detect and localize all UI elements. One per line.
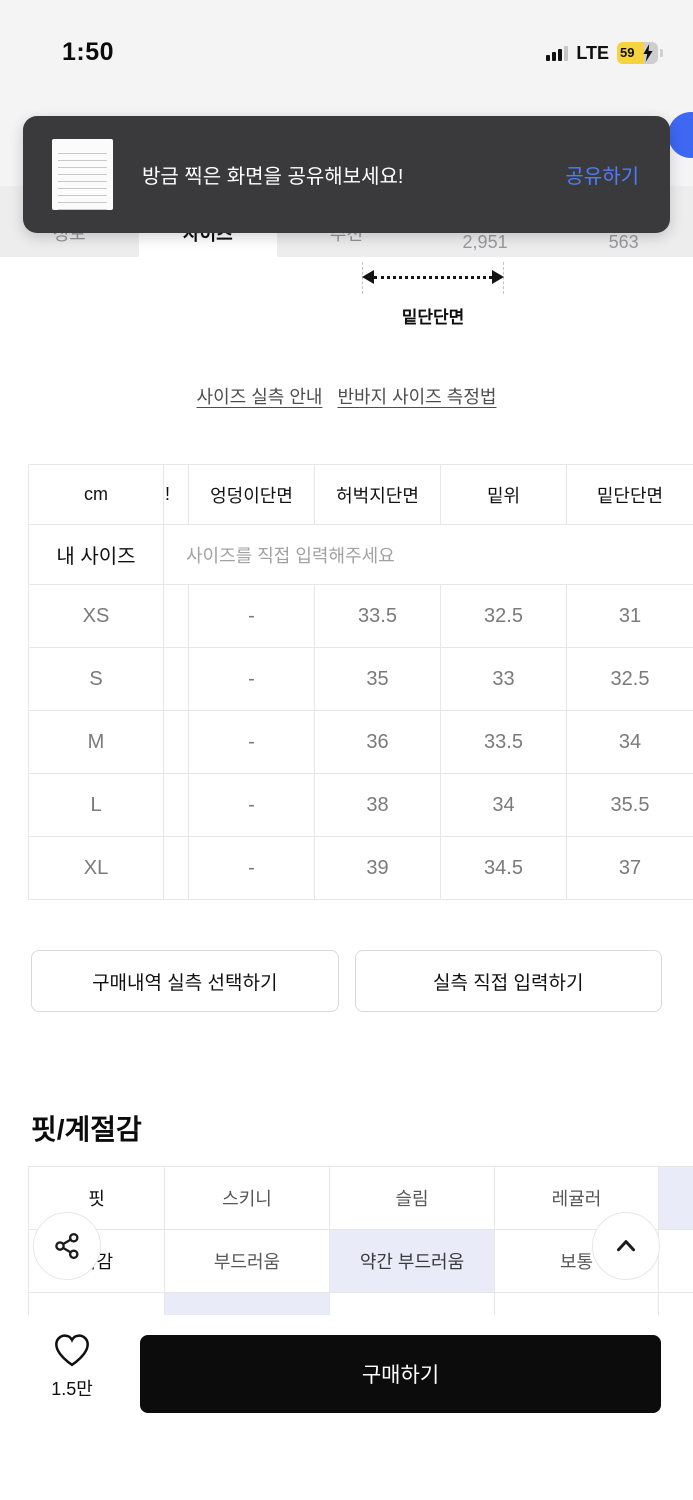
- size-cell: [164, 711, 189, 774]
- size-cell: 35: [315, 648, 441, 711]
- size-table: cm ! 엉덩이단면 허벅지단면 밑위 밑단단면 내 사이즈 사이즈를 직접 입…: [28, 464, 693, 900]
- tab-inquiry-count: 563: [608, 232, 639, 252]
- size-table-header-hem: 밑단단면: [567, 465, 693, 525]
- share-toast-button[interactable]: 공유하기: [565, 166, 639, 188]
- size-cell: [164, 648, 189, 711]
- size-measure-guide-link[interactable]: 사이즈 실측 안내: [196, 387, 323, 407]
- size-table-header-hip: 엉덩이단면: [189, 465, 315, 525]
- arrowhead-right-icon: [492, 270, 504, 284]
- size-cell: -: [189, 837, 315, 900]
- size-row-label: XS: [29, 585, 164, 648]
- tab-inquiries[interactable]: 563: [554, 186, 693, 257]
- my-size-input[interactable]: 사이즈를 직접 입력해주세요: [164, 525, 693, 585]
- size-row-label: S: [29, 648, 164, 711]
- clock-text: 1:50: [62, 38, 115, 66]
- share-icon: [55, 1232, 79, 1260]
- battery-percent-label: 59: [620, 45, 635, 60]
- signal-strength-icon: [546, 45, 569, 61]
- size-table-header-thigh: 허벅지단면: [315, 465, 441, 525]
- tab-review-count: 2,951: [462, 232, 508, 252]
- size-cell: 32.5: [441, 585, 567, 648]
- size-cell: 38: [315, 774, 441, 837]
- fit-cell-highlighted: 약간 부드러움: [330, 1230, 495, 1293]
- size-cell: 35.5: [567, 774, 693, 837]
- size-cell: 32.5: [567, 648, 693, 711]
- fit-cell: 스키니: [165, 1167, 330, 1230]
- size-cell: 39: [315, 837, 441, 900]
- status-indicators: LTE 59: [546, 42, 663, 64]
- size-cell: [164, 585, 189, 648]
- measurement-diagram: 밑단단면: [0, 257, 693, 382]
- size-cell: 31: [567, 585, 693, 648]
- size-cell: -: [189, 774, 315, 837]
- size-cell: 37: [567, 837, 693, 900]
- size-cell: 34: [567, 711, 693, 774]
- screenshot-share-toast: 방금 찍은 화면을 공유해보세요! 공유하기: [23, 116, 670, 233]
- size-cell: [164, 774, 189, 837]
- size-cell: 33.5: [441, 711, 567, 774]
- like-button[interactable]: 1.5만: [36, 1331, 108, 1401]
- measure-arrow-line: [374, 276, 492, 279]
- chevron-up-icon: [617, 1240, 635, 1252]
- fit-cell: 부드러움: [165, 1230, 330, 1293]
- size-cell: -: [189, 648, 315, 711]
- fit-row-label: 핏: [29, 1167, 165, 1230]
- fit-cell: 약간 뻣뻣함: [659, 1230, 693, 1293]
- size-cell: 33: [441, 648, 567, 711]
- fit-section-title: 핏/계절감: [31, 1114, 142, 1145]
- shorts-measure-howto-link[interactable]: 반바지 사이즈 측정법: [337, 387, 497, 407]
- size-table-unit-header: cm: [29, 465, 164, 525]
- network-type-label: LTE: [576, 42, 609, 63]
- size-row-label: M: [29, 711, 164, 774]
- fit-cell-highlighted: [659, 1167, 693, 1230]
- scroll-to-top-button[interactable]: [592, 1212, 660, 1280]
- select-purchase-measure-button[interactable]: 구매내역 실측 선택하기: [31, 950, 339, 1012]
- battery-icon: 59: [617, 42, 663, 64]
- size-cell: 34.5: [441, 837, 567, 900]
- size-row-label: XL: [29, 837, 164, 900]
- size-cell: -: [189, 711, 315, 774]
- charging-bolt-icon: [643, 44, 653, 62]
- size-table-clipped-header: !: [164, 465, 189, 525]
- measure-label: 밑단단면: [401, 308, 465, 327]
- toast-message: 방금 찍은 화면을 공유해보세요!: [142, 166, 404, 188]
- measure-actions: 구매내역 실측 선택하기 실측 직접 입력하기: [31, 950, 662, 1012]
- heart-icon: [55, 1334, 89, 1367]
- fit-cell: 슬림: [330, 1167, 495, 1230]
- share-floating-button[interactable]: [33, 1212, 101, 1280]
- size-cell: 33.5: [315, 585, 441, 648]
- size-row-label: L: [29, 774, 164, 837]
- size-cell: 34: [441, 774, 567, 837]
- size-links: 사이즈 실측 안내 반바지 사이즈 측정법: [0, 383, 693, 409]
- like-count-label: 1.5만: [51, 1379, 93, 1399]
- size-cell: 36: [315, 711, 441, 774]
- purchase-bar: 1.5만 구매하기: [0, 1315, 693, 1500]
- size-cell: [164, 837, 189, 900]
- size-table-header-rise: 밑위: [441, 465, 567, 525]
- my-size-label: 내 사이즈: [29, 525, 164, 585]
- size-cell: -: [189, 585, 315, 648]
- tab-reviews[interactable]: 2,951: [416, 186, 555, 257]
- screenshot-thumbnail: [52, 139, 113, 210]
- buy-button[interactable]: 구매하기: [140, 1335, 661, 1413]
- arrowhead-left-icon: [362, 270, 374, 284]
- enter-measure-directly-button[interactable]: 실측 직접 입력하기: [354, 950, 662, 1012]
